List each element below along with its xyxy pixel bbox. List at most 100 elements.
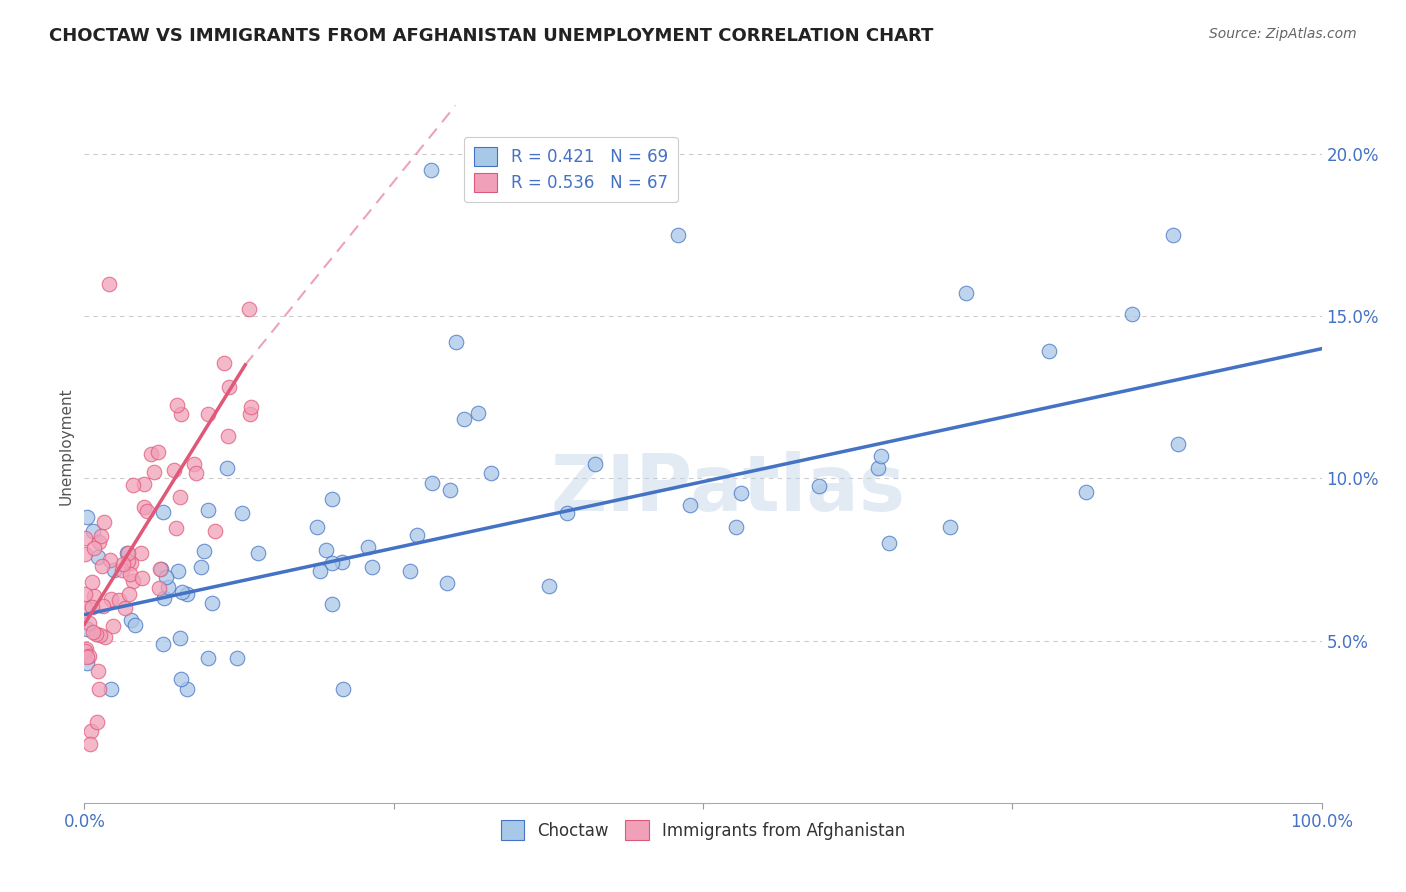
Point [170, 407, 193, 421]
Point [101, 618, 124, 632]
Point [214, 356, 236, 370]
Point [201, 596, 224, 610]
Point [73, 587, 96, 601]
Point [73, 601, 96, 615]
Point [132, 500, 155, 514]
Point [176, 587, 198, 601]
Point [152, 591, 174, 605]
Point [197, 407, 219, 421]
Point [157, 580, 180, 594]
Point [1038, 344, 1060, 359]
Point [152, 505, 174, 519]
Point [93, 515, 115, 529]
Point [955, 286, 977, 301]
Point [166, 398, 188, 412]
Point [79, 649, 101, 664]
Point [117, 554, 139, 568]
Point [231, 506, 253, 520]
Point [218, 380, 240, 394]
Point [479, 466, 502, 480]
Y-axis label: Unemployment: Unemployment [58, 387, 73, 505]
Point [361, 560, 384, 574]
Point [866, 460, 889, 475]
Point [118, 587, 141, 601]
Point [90, 558, 112, 573]
Point [453, 411, 475, 425]
Point [555, 507, 578, 521]
Point [197, 650, 219, 665]
Point [82, 524, 104, 539]
Point [82, 624, 104, 639]
Point [239, 400, 262, 414]
Point [170, 672, 193, 686]
Point [467, 406, 489, 420]
Point [155, 570, 177, 584]
Point [332, 682, 354, 697]
Point [163, 463, 186, 477]
Point [84, 626, 107, 640]
Point [877, 536, 900, 550]
Point [309, 564, 332, 578]
Point [93, 630, 115, 644]
Point [204, 524, 226, 538]
Point [79, 724, 101, 739]
Point [330, 555, 353, 569]
Point [1074, 485, 1097, 500]
Point [583, 457, 606, 471]
Point [730, 486, 752, 500]
Text: Source: ZipAtlas.com: Source: ZipAtlas.com [1209, 27, 1357, 41]
Point [537, 579, 560, 593]
Point [169, 490, 191, 504]
Point [73, 531, 96, 545]
Point [86, 714, 108, 729]
Point [666, 228, 689, 243]
Point [87, 665, 110, 679]
Point [1161, 228, 1184, 243]
Point [405, 528, 427, 542]
Point [129, 545, 152, 559]
Point [193, 544, 215, 558]
Point [305, 520, 328, 534]
Point [169, 631, 191, 645]
Point [176, 682, 198, 697]
Point [419, 163, 441, 178]
Point [82, 600, 104, 615]
Point [170, 585, 193, 599]
Point [321, 597, 343, 611]
Point [420, 475, 443, 490]
Point [439, 483, 461, 497]
Point [82, 575, 104, 590]
Point [149, 562, 172, 576]
Point [808, 479, 831, 493]
Point [111, 563, 134, 577]
Point [98, 277, 121, 291]
Point [190, 560, 212, 574]
Point [75, 642, 97, 657]
Point [444, 335, 467, 350]
Point [73, 644, 96, 658]
Point [117, 547, 139, 561]
Point [76, 656, 98, 670]
Point [90, 529, 112, 543]
Point [117, 546, 139, 560]
Point [76, 510, 98, 524]
Point [132, 477, 155, 491]
Point [91, 599, 114, 614]
Point [197, 503, 219, 517]
Point [111, 557, 134, 571]
Point [184, 466, 207, 480]
Point [120, 613, 142, 627]
Point [76, 622, 98, 636]
Point [139, 447, 162, 461]
Point [131, 570, 153, 584]
Point [148, 581, 170, 595]
Point [356, 540, 378, 554]
Point [226, 650, 249, 665]
Point [247, 546, 270, 560]
Point [870, 450, 893, 464]
Point [315, 542, 337, 557]
Legend: Choctaw, Immigrants from Afghanistan: Choctaw, Immigrants from Afghanistan [492, 812, 914, 848]
Text: ZIPatlas: ZIPatlas [550, 450, 905, 527]
Point [239, 407, 262, 421]
Point [321, 491, 343, 506]
